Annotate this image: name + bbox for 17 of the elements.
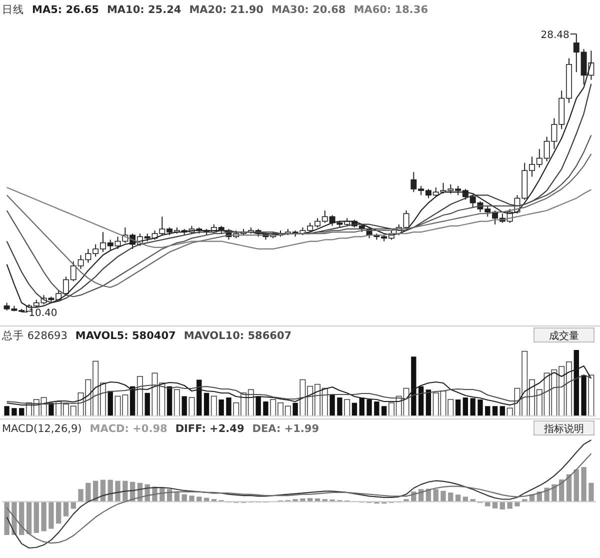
chart-title: 日线: [2, 3, 24, 16]
chart-title: 总手 628693: [1, 329, 68, 342]
annotation: 10.40: [28, 308, 58, 319]
text: MACD: +0.98: [90, 423, 168, 435]
text: DIFF: +2.49: [175, 423, 244, 435]
text: MA30: 20.68: [271, 4, 346, 16]
text: 指标说明: [543, 423, 584, 435]
text: DEA: +1.99: [252, 423, 320, 435]
text: MA10: 25.24: [106, 4, 182, 16]
text: MA60: 18.36: [354, 4, 428, 16]
text: MAVOL5: 580407: [75, 330, 176, 342]
text: MAVOL10: 586607: [184, 330, 292, 342]
chart-title: MACD(12,26,9): [2, 423, 82, 435]
annotation: 28.48: [540, 30, 570, 41]
text: MA5: 26.65: [32, 4, 99, 16]
text: 成交量: [549, 330, 579, 342]
text: MA20: 21.90: [189, 4, 264, 16]
